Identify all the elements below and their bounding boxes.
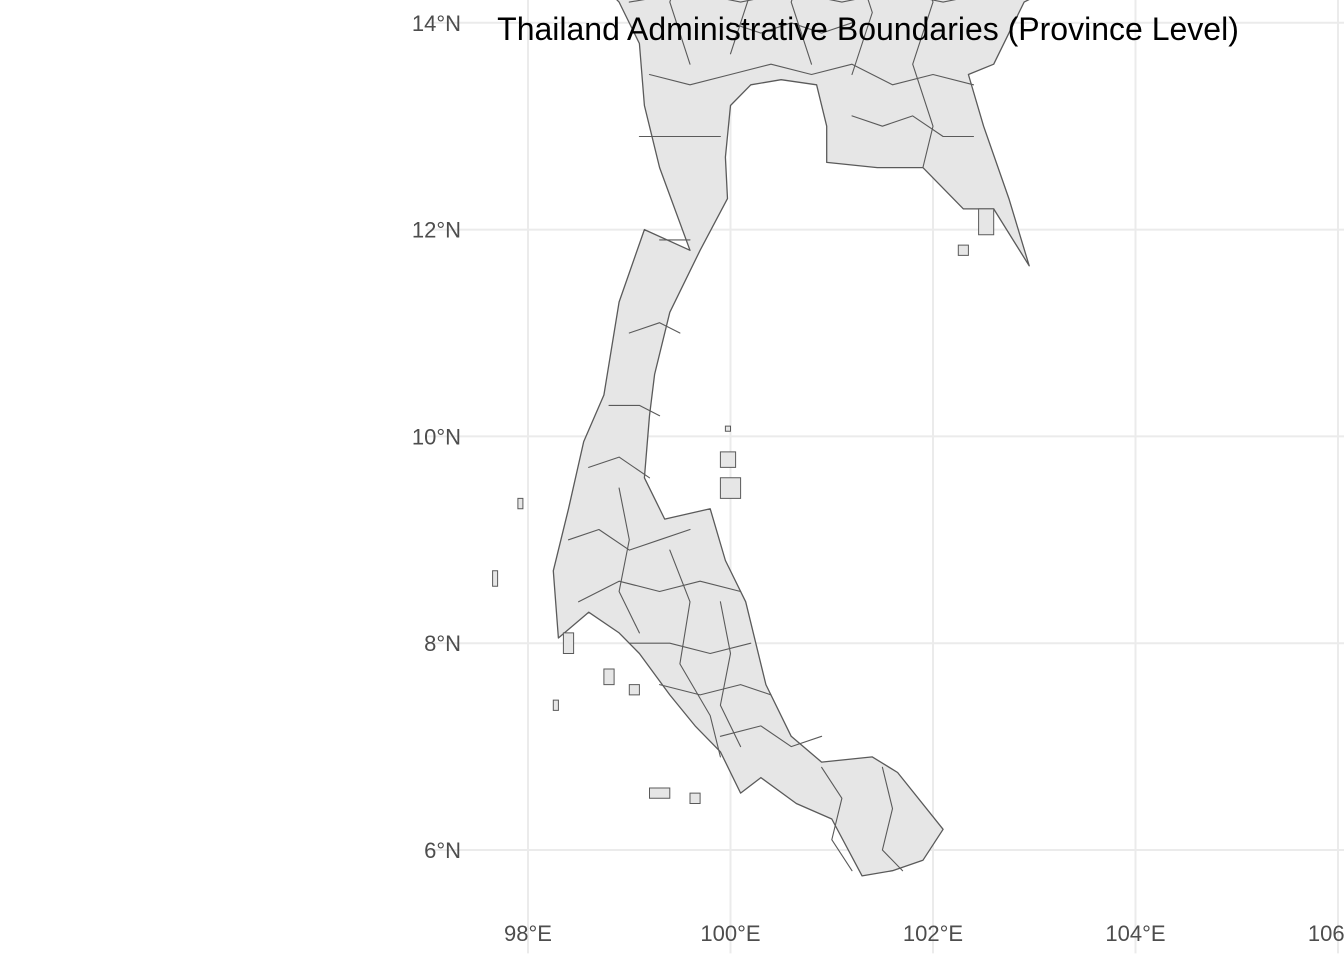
y-tick-label-1: 8°N xyxy=(424,631,461,656)
province-boundary-37 xyxy=(659,684,772,696)
province-boundary-27 xyxy=(648,63,975,86)
island-8 xyxy=(649,787,671,799)
island-7 xyxy=(628,684,640,696)
country-outline xyxy=(552,0,1030,877)
province-boundary-36 xyxy=(628,642,752,655)
island-2 xyxy=(724,425,731,432)
province-boundary-35 xyxy=(578,580,742,603)
province-boundary-40 xyxy=(881,766,904,872)
map-title: Thailand Administrative Boundaries (Prov… xyxy=(497,11,1239,47)
x-tick-label-4: 106°E xyxy=(1308,921,1344,946)
island-9 xyxy=(689,792,701,804)
y-tick-label-3: 12°N xyxy=(412,218,461,243)
province-boundary-31 xyxy=(628,322,681,334)
thailand-provinces xyxy=(492,0,1030,877)
province-boundary-43 xyxy=(618,487,640,634)
province-boundary-33 xyxy=(588,456,651,479)
y-tick-label-4: 14°N xyxy=(412,11,461,36)
province-boundary-19 xyxy=(628,0,957,3)
province-boundary-22 xyxy=(790,0,813,65)
y-tick-label-0: 6°N xyxy=(424,838,461,863)
island-6 xyxy=(603,668,615,686)
province-boundary-20 xyxy=(669,0,691,65)
province-boundary-24 xyxy=(912,0,934,169)
island-12 xyxy=(552,699,559,711)
island-11 xyxy=(517,497,524,510)
y-tick-label-2: 10°N xyxy=(412,424,461,449)
x-axis-tick-labels: 98°E 100°E 102°E 104°E 106°E xyxy=(504,921,1344,946)
island-3 xyxy=(978,208,995,236)
province-boundary-26 xyxy=(729,22,853,34)
province-boundary-39 xyxy=(821,766,853,872)
x-tick-label-0: 98°E xyxy=(504,921,552,946)
x-tick-label-3: 104°E xyxy=(1105,921,1165,946)
island-4 xyxy=(957,244,969,256)
x-tick-label-1: 100°E xyxy=(700,921,760,946)
province-boundary-29 xyxy=(851,115,975,138)
y-axis-tick-labels: 6°N8°N10°N12°N14°N16°N18°N20°N xyxy=(412,11,461,863)
province-boundary-41 xyxy=(669,549,721,758)
island-10 xyxy=(492,570,499,587)
island-5 xyxy=(562,632,575,654)
province-boundary-32 xyxy=(608,404,661,417)
island-0 xyxy=(719,477,742,499)
island-1 xyxy=(719,451,737,468)
x-tick-label-2: 102°E xyxy=(903,921,963,946)
province-boundary-23 xyxy=(851,0,873,76)
province-boundary-21 xyxy=(729,0,749,55)
province-boundary-38 xyxy=(719,725,823,748)
province-boundary-42 xyxy=(719,601,742,748)
province-boundary-34 xyxy=(567,528,691,551)
